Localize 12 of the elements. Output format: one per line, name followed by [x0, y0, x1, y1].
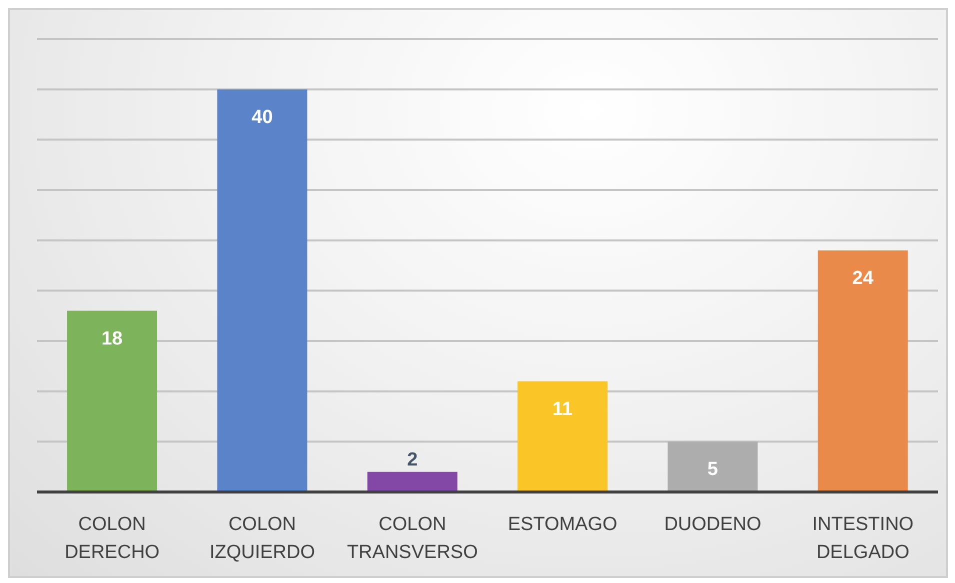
- x-tick-label: COLON IZQUIERDO: [209, 514, 316, 563]
- data-label: 18: [101, 328, 123, 350]
- x-tick-label: COLON DERECHO: [64, 514, 160, 563]
- data-label: 40: [252, 106, 273, 128]
- data-label: 2: [407, 449, 418, 470]
- data-label: 11: [552, 398, 574, 420]
- x-tick-label: ESTOMAGO: [508, 514, 618, 535]
- x-tick-label: INTESTINO DELGADO: [812, 514, 914, 563]
- x-tick-label: COLON TRANSVERSO: [346, 514, 478, 563]
- data-label: 5: [707, 459, 718, 480]
- data-label: 24: [852, 268, 874, 289]
- x-tick-label: DUODENO: [664, 514, 762, 535]
